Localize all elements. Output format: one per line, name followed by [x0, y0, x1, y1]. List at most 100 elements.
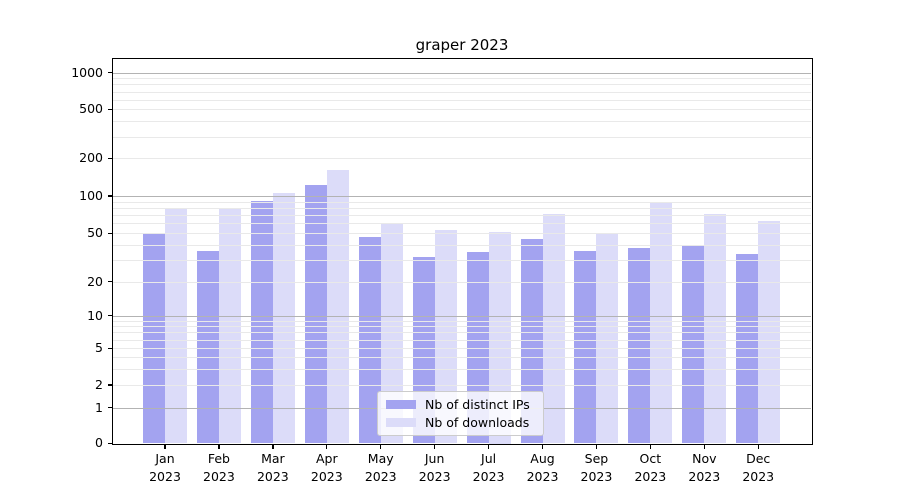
y-tick-mark: [108, 108, 113, 110]
gridline-minor: [113, 332, 811, 334]
bar-downloads: [326, 170, 349, 444]
bar-distinct-ips: [682, 246, 705, 444]
x-tick-label: Aug 2023: [526, 451, 559, 484]
gridline-minor: [113, 385, 811, 386]
gridline-minor: [113, 84, 811, 86]
bar-downloads: [704, 214, 727, 444]
gridline-minor: [113, 136, 811, 138]
x-tick-mark: [649, 444, 652, 449]
gridline-minor: [113, 223, 811, 225]
legend-item: Nb of downloads: [386, 415, 535, 430]
x-tick-label: Mar 2023: [256, 451, 289, 484]
gridline-major: [113, 315, 811, 317]
x-tick-mark: [380, 444, 382, 449]
y-tick-label: 500: [79, 101, 103, 117]
y-tick-label: 0: [95, 435, 103, 451]
y-tick-label: 20: [87, 273, 103, 289]
x-tick-label: Nov 2023: [688, 451, 721, 484]
gridline-minor: [113, 158, 811, 160]
gridline-minor: [113, 260, 811, 262]
x-tick-mark: [703, 444, 705, 449]
y-tick-mark: [108, 157, 113, 159]
y-tick-mark: [108, 384, 113, 386]
y-tick-mark: [108, 232, 113, 234]
plot-area: [113, 59, 811, 444]
bar-downloads: [758, 220, 781, 444]
gridline-minor: [113, 208, 811, 209]
x-tick-mark: [757, 444, 759, 449]
gridline-major: [113, 72, 811, 74]
gridline-minor: [113, 320, 811, 322]
y-tick-label: 2: [95, 377, 103, 392]
x-tick-label: Sep 2023: [580, 451, 613, 484]
y-tick-mark: [108, 315, 113, 317]
y-tick-label: 5: [95, 340, 103, 356]
gridline-minor: [113, 215, 811, 217]
y-tick-mark: [108, 442, 113, 444]
chart-title: graper 2023: [415, 36, 509, 54]
bar-distinct-ips: [574, 250, 597, 444]
bar-downloads: [542, 214, 565, 444]
gridline-minor: [113, 281, 811, 283]
x-tick-label: Feb 2023: [203, 451, 235, 484]
gridline-minor: [113, 99, 811, 101]
x-tick-mark: [434, 444, 436, 449]
legend-label: Nb of downloads: [425, 415, 530, 430]
y-tick-label: 1: [95, 399, 103, 415]
bar-distinct-ips: [143, 233, 165, 444]
gridline-minor: [113, 121, 811, 123]
y-tick-label: 100: [79, 188, 103, 203]
gridline-minor: [113, 109, 811, 111]
bar-distinct-ips: [196, 250, 219, 444]
bar-downloads: [272, 193, 295, 444]
bar-downloads: [165, 208, 187, 444]
y-tick-mark: [108, 281, 113, 283]
x-tick-mark: [487, 444, 490, 449]
gridline-minor: [113, 78, 811, 80]
x-tick-mark: [164, 444, 166, 449]
x-tick-label: Jan 2023: [149, 451, 181, 484]
legend: Nb of distinct IPs Nb of downloads: [377, 391, 544, 436]
x-tick-label: Oct 2023: [634, 451, 667, 484]
bar-downloads: [218, 208, 241, 444]
x-tick-mark: [541, 444, 544, 449]
x-tick-mark: [272, 444, 274, 449]
y-tick-mark: [108, 195, 113, 197]
x-tick-label: Jul 2023: [472, 451, 505, 484]
legend-swatch-distinct-ips: [386, 400, 416, 409]
bar-distinct-ips: [304, 184, 327, 444]
bar-downloads: [650, 202, 673, 444]
y-tick-mark: [108, 347, 113, 349]
legend-label: Nb of distinct IPs: [425, 397, 530, 412]
legend-swatch-downloads: [386, 418, 416, 427]
x-tick-label: Jun 2023: [418, 451, 451, 484]
y-tick-label: 50: [87, 225, 103, 241]
bar-downloads: [434, 230, 457, 444]
y-tick-label: 1000: [71, 64, 103, 80]
bar-distinct-ips: [250, 201, 273, 444]
gridline-minor: [113, 91, 811, 93]
gridline-minor: [113, 339, 811, 341]
gridline-minor: [113, 326, 811, 328]
y-tick-mark: [108, 72, 113, 74]
x-tick-label: May 2023: [364, 451, 397, 484]
gridline-minor: [113, 357, 811, 359]
bar-distinct-ips: [628, 247, 651, 444]
y-tick-label: 10: [87, 307, 103, 323]
gridline-minor: [113, 245, 811, 247]
y-tick-mark: [108, 407, 113, 409]
bar-downloads: [596, 233, 619, 444]
gridline-minor: [113, 348, 811, 350]
y-tick-label: 200: [79, 150, 103, 166]
gridline-minor: [113, 201, 811, 203]
gridline-major: [113, 196, 811, 197]
x-tick-mark: [595, 444, 598, 449]
x-tick-mark: [218, 444, 220, 449]
x-tick-label: Dec 2023: [742, 451, 775, 484]
bar-downloads: [488, 232, 511, 444]
x-tick-mark: [326, 444, 328, 449]
legend-item: Nb of distinct IPs: [386, 397, 535, 412]
gridline-minor: [113, 233, 811, 235]
x-tick-label: Apr 2023: [310, 451, 343, 484]
